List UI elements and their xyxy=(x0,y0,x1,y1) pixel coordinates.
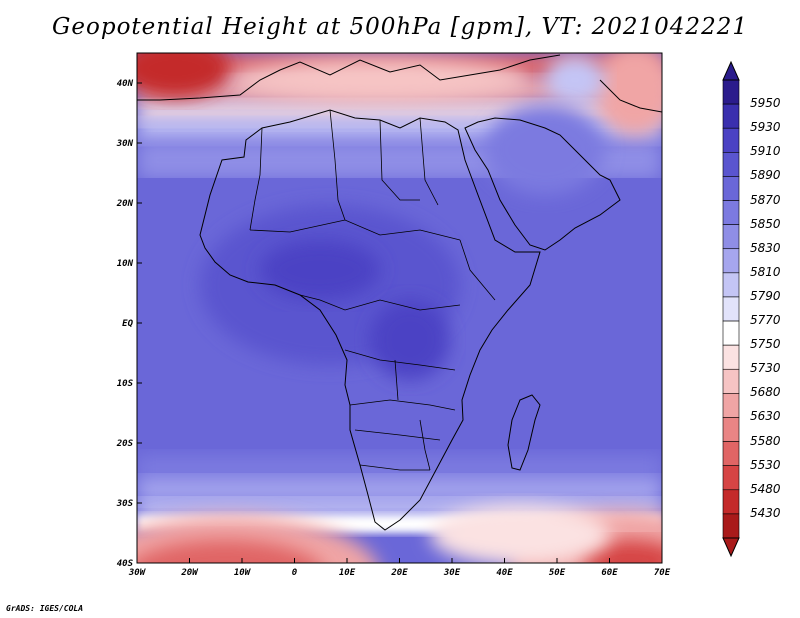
colorbar-swatch xyxy=(722,465,740,491)
colorbar-swatch xyxy=(722,320,740,346)
colorbar-swatch xyxy=(722,489,740,515)
coastlines xyxy=(137,54,662,531)
colorbar-level-label: 5730 xyxy=(750,361,781,376)
colorbar-level-label: 5910 xyxy=(750,144,781,159)
lat-tick-label: 10N xyxy=(117,259,134,269)
colorbar-swatch xyxy=(722,513,740,539)
colorbar-swatch xyxy=(722,272,740,298)
colorbar-top-arrow xyxy=(722,60,740,81)
colorbar-level-label: 5630 xyxy=(750,409,781,424)
colorbar-swatch xyxy=(722,344,740,370)
colorbar-swatch xyxy=(722,176,740,201)
lon-tick-label: 60E xyxy=(601,568,618,578)
country-borders xyxy=(249,109,496,471)
colorbar-swatch xyxy=(722,248,740,274)
colorbar-swatch xyxy=(722,417,740,442)
colorbar-level-label: 5530 xyxy=(750,457,781,472)
lon-tick-label: 10W xyxy=(234,568,252,578)
arabia-coastline xyxy=(464,117,621,251)
colorbar-swatch xyxy=(722,200,740,225)
colorbar-swatch xyxy=(722,103,740,129)
lon-tick-label: 0 xyxy=(292,568,298,578)
colorbar-swatch xyxy=(722,152,740,177)
colorbar-level-label: 5870 xyxy=(750,192,781,207)
lat-tick-label: 40S xyxy=(117,559,134,569)
colorbar-level-label: 5750 xyxy=(750,337,781,352)
colorbar-swatch xyxy=(722,224,740,250)
lon-tick-label: 40E xyxy=(496,568,513,578)
colorbar-swatch xyxy=(722,368,740,394)
lon-tick-label: 20E xyxy=(390,568,408,578)
lon-tick-label: 30W xyxy=(128,568,147,578)
lat-tick-label: 30N xyxy=(116,139,134,149)
lat-tick-label: 10S xyxy=(117,379,134,389)
colorbar-bottom-arrow xyxy=(722,537,740,558)
colorbar-level-label: 5480 xyxy=(750,481,781,496)
colorbar-level-label: 5580 xyxy=(750,433,781,448)
colorbar-level-label: 5790 xyxy=(750,288,781,303)
lat-tick-label: 30S xyxy=(116,499,134,509)
colorbar-swatch xyxy=(722,393,740,418)
colorbar-swatch xyxy=(722,441,740,466)
africa-coastline xyxy=(199,109,541,531)
colorbar-swatch xyxy=(722,79,740,105)
height-field xyxy=(137,53,662,563)
lon-tick-label: 50E xyxy=(549,568,566,578)
asia-coastline xyxy=(599,79,662,113)
latitude-axis: 40N 30N 20N 10N EQ 10S 20S 30S 40S xyxy=(116,79,142,569)
chart-title: Geopotential Height at 500hPa [gpm], VT:… xyxy=(52,14,748,40)
colorbar-level-label: 5950 xyxy=(750,96,781,111)
lat-tick-label: EQ xyxy=(122,319,133,329)
colorbar-swatch xyxy=(722,296,740,322)
credit-text: GrADS: IGES/COLA xyxy=(6,604,84,613)
colorbar-swatch xyxy=(722,127,740,153)
colorbar-level-label: 5680 xyxy=(750,385,781,400)
europe-coastline xyxy=(137,54,561,101)
lat-tick-label: 40N xyxy=(117,79,134,89)
lon-tick-label: 10E xyxy=(339,568,356,578)
colorbar-level-label: 5430 xyxy=(750,505,781,520)
lon-tick-label: 30E xyxy=(443,568,461,578)
lon-tick-label: 20W xyxy=(180,568,199,578)
colorbar-level-label: 5830 xyxy=(750,240,781,255)
colorbar-level-label: 5890 xyxy=(750,168,781,183)
colorbar-level-label: 5930 xyxy=(750,120,781,135)
colorbar-level-label: 5810 xyxy=(750,264,781,279)
lat-tick-label: 20N xyxy=(116,199,134,209)
lat-tick-label: 20S xyxy=(116,439,134,449)
lon-tick-label: 70E xyxy=(654,568,671,578)
madagascar-coastline xyxy=(507,394,541,471)
colorbar-level-label: 5770 xyxy=(750,313,781,328)
colorbar xyxy=(722,60,740,558)
longitude-axis: 30W 20W 10W 0 10E 20E 30E 40E 50E 60E 70E xyxy=(128,558,671,578)
colorbar-level-label: 5850 xyxy=(750,216,781,231)
